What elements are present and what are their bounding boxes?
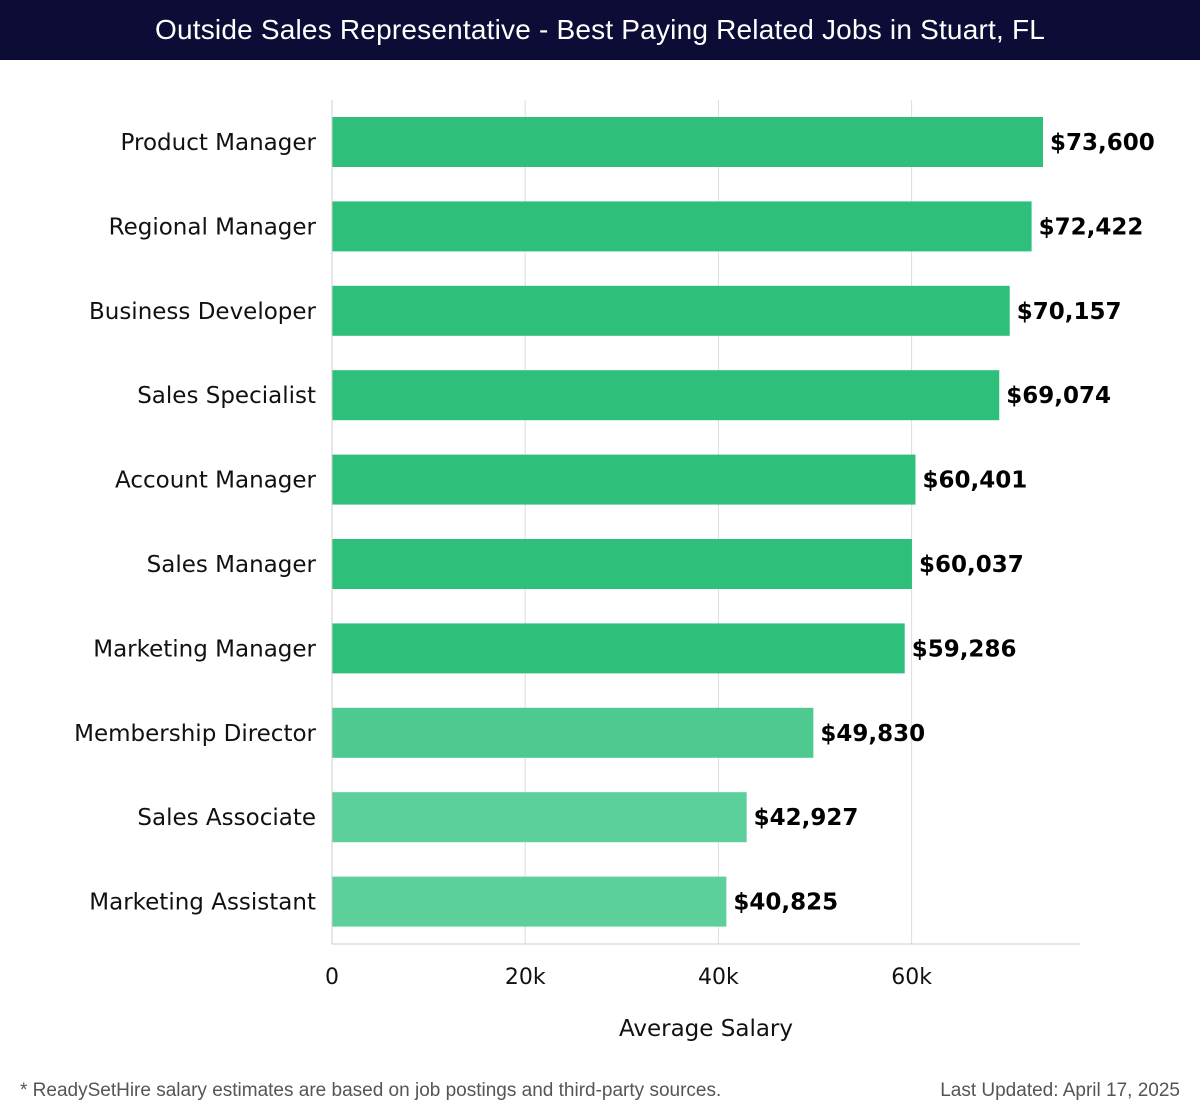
category-label: Regional Manager xyxy=(109,214,317,240)
x-axis-title: Average Salary xyxy=(619,1016,793,1042)
x-tick-label: 60k xyxy=(891,965,932,990)
axes xyxy=(331,100,1080,945)
x-tick-label: 0 xyxy=(325,965,339,990)
value-label: $42,927 xyxy=(754,805,859,831)
category-label: Sales Associate xyxy=(137,805,316,831)
x-tick-label: 20k xyxy=(505,965,546,990)
value-label: $72,422 xyxy=(1039,214,1144,240)
value-label: $49,830 xyxy=(820,721,925,747)
category-label: Sales Manager xyxy=(147,552,317,578)
bar-chart: 0 20k 40k 60k Product Manager $73,600 Regional… xyxy=(74,100,1155,1042)
x-tick-label: 40k xyxy=(698,965,739,990)
bar xyxy=(332,285,1010,336)
bar xyxy=(332,370,1000,421)
footnote: * ReadySetHire salary estimates are base… xyxy=(20,1080,722,1101)
value-label: $73,600 xyxy=(1050,130,1155,156)
value-label: $70,157 xyxy=(1017,299,1122,325)
bar xyxy=(332,539,912,589)
bar xyxy=(332,707,814,758)
category-label: Product Manager xyxy=(121,130,317,156)
bar xyxy=(332,454,916,505)
value-label: $60,401 xyxy=(922,468,1027,494)
value-label: $69,074 xyxy=(1006,383,1111,409)
value-label: $59,286 xyxy=(912,636,1017,662)
labels: 0 20k 40k 60k Product Manager $73,600 Regional… xyxy=(74,130,1155,990)
category-label: Membership Director xyxy=(74,721,316,747)
value-label: $60,037 xyxy=(919,552,1024,578)
bar xyxy=(332,876,727,927)
category-label: Business Developer xyxy=(89,299,317,325)
bar xyxy=(332,117,1043,167)
category-label: Marketing Assistant xyxy=(89,890,316,916)
bar xyxy=(332,201,1032,252)
bar xyxy=(332,792,747,843)
chart-title: Outside Sales Representative - Best Payi… xyxy=(0,0,1200,60)
value-label: $40,825 xyxy=(733,890,838,916)
category-label: Account Manager xyxy=(115,468,317,494)
category-label: Marketing Manager xyxy=(93,636,316,662)
last-updated: Last Updated: April 17, 2025 xyxy=(940,1080,1180,1101)
bars xyxy=(332,117,1043,927)
bar xyxy=(332,623,905,674)
category-label: Sales Specialist xyxy=(137,383,316,409)
